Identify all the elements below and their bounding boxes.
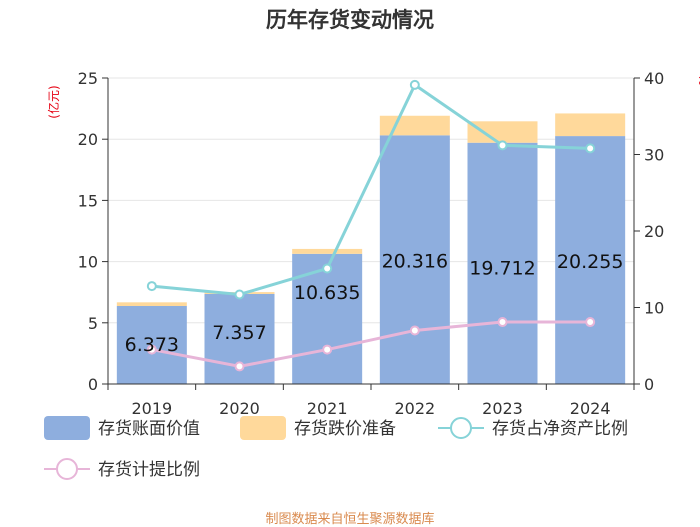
- right-axis-tick-label: 20: [644, 222, 664, 241]
- right-axis-tick-label: 10: [644, 299, 664, 318]
- right-axis-unit-label: %: [696, 74, 700, 85]
- left-axis-tick-label: 15: [78, 191, 98, 210]
- legend-swatch: [44, 416, 90, 440]
- right-axis-tick-label: 0: [644, 375, 654, 394]
- point-net-asset-ratio: [322, 263, 333, 274]
- bar-impairment: [555, 113, 626, 137]
- legend-label: 存货计提比例: [98, 460, 200, 480]
- right-axis-tick-label: 40: [644, 69, 664, 88]
- point-net-asset-ratio: [497, 140, 508, 151]
- x-axis-tick-label: 2019: [131, 399, 172, 418]
- legend-swatch-marker: [450, 417, 472, 439]
- bar-book-value: [467, 142, 538, 384]
- bar-value-label: 20.316: [382, 250, 448, 272]
- bar-value-label: 19.712: [469, 258, 535, 280]
- bar-value-labels: 6.373 7.357 10.635 20.316 19.712 20.255: [125, 250, 624, 356]
- bar-value-label: 7.357: [212, 322, 266, 344]
- legend-label: 存货账面价值: [98, 419, 200, 439]
- left-axis-tick-label: 0: [88, 375, 98, 394]
- chart-title: 历年存货变动情况: [266, 8, 434, 32]
- grid-lines: [108, 77, 634, 324]
- source-note: 制图数据来自恒生聚源数据库: [265, 512, 435, 527]
- bar-impairment: [116, 302, 187, 306]
- x-axis-tick-label: 2022: [394, 399, 435, 418]
- bar-impairment: [379, 115, 450, 136]
- bar-book-value: [555, 136, 626, 384]
- legend-swatch: [240, 416, 286, 440]
- point-net-asset-ratio: [234, 289, 245, 300]
- left-axis-tick-label: 25: [78, 69, 98, 88]
- bar-impairment: [292, 248, 363, 254]
- legend-label: 存货占净资产比例: [492, 419, 628, 439]
- point-provision-ratio: [497, 317, 508, 328]
- point-provision-ratio: [146, 344, 157, 355]
- left-axis-tick-label: 20: [78, 130, 98, 149]
- axes: 0 5 10 15 20 25 0 10 20 30 40 (亿元)% 2019 2020 2021 2022…: [46, 69, 700, 418]
- point-net-asset-ratio: [585, 143, 596, 154]
- line-inventory-net-asset-ratio: [151, 82, 591, 297]
- x-axis-tick-label: 2020: [219, 399, 260, 418]
- line-series: [146, 79, 596, 372]
- x-axis-tick-label: 2021: [307, 399, 348, 418]
- point-provision-ratio: [585, 317, 596, 328]
- line-provision-ratio: [151, 320, 591, 368]
- point-provision-ratio: [234, 361, 245, 372]
- point-provision-ratio: [322, 344, 333, 355]
- bar-value-label: 6.373: [125, 334, 179, 356]
- point-provision-ratio: [409, 325, 420, 336]
- left-axis-unit-label: (亿元): [46, 85, 61, 118]
- bar-series: [116, 113, 626, 384]
- right-axis-tick-label: 30: [644, 146, 664, 165]
- bar-book-value: [379, 135, 450, 384]
- x-axis-tick-label: 2023: [482, 399, 523, 418]
- legend-label: 存货跌价准备: [294, 419, 396, 439]
- x-axis-tick-label: 2024: [570, 399, 611, 418]
- bar-value-label: 20.255: [557, 251, 623, 273]
- point-net-asset-ratio: [146, 281, 157, 292]
- left-axis-tick-label: 5: [88, 314, 98, 333]
- legend-swatch-marker: [56, 458, 78, 480]
- bar-value-label: 10.635: [294, 282, 360, 304]
- left-axis-tick-label: 10: [78, 253, 98, 272]
- bar-impairment: [467, 121, 538, 143]
- point-net-asset-ratio: [409, 79, 420, 90]
